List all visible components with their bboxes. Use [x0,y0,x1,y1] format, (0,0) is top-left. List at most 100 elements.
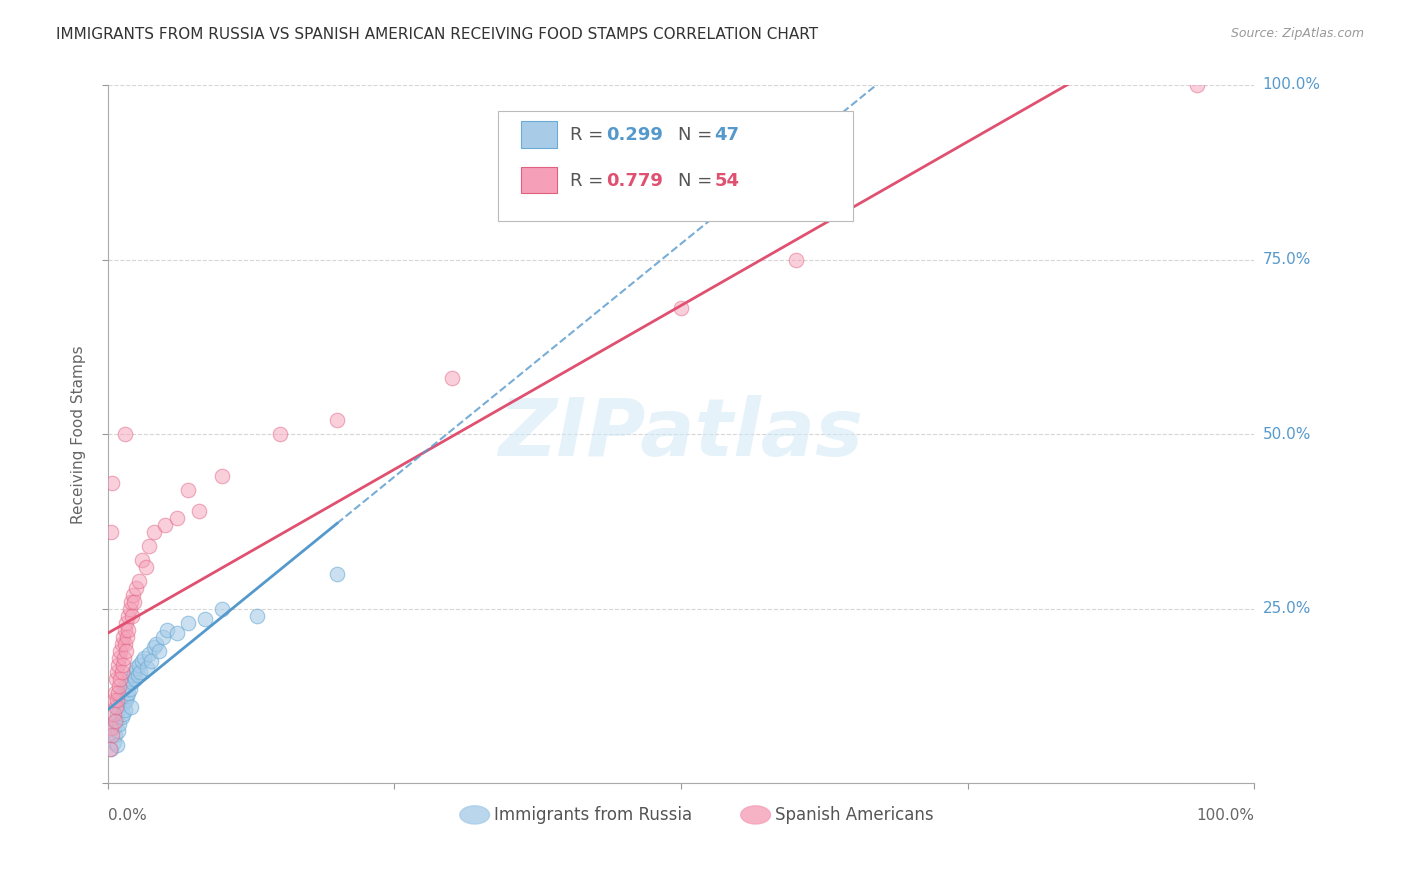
Point [177,483,200,497]
Point [104,714,127,728]
Point [152,630,174,644]
Point [101,476,124,491]
Point [117,608,139,623]
Point [103,692,125,706]
Point [669,301,692,316]
Text: 100.0%: 100.0% [1263,78,1320,93]
Point [148,644,170,658]
Point [138,539,160,553]
Point [125,661,148,675]
Point [125,581,148,595]
Point [117,689,139,703]
Point [120,672,142,686]
Text: 0.299: 0.299 [606,126,664,144]
Text: 50.0%: 50.0% [1263,426,1310,442]
Point [211,469,233,483]
Point [121,608,143,623]
Point [128,665,150,679]
Text: 25.0%: 25.0% [1263,601,1310,616]
Point [134,650,156,665]
Point [111,657,134,672]
Text: Source: ZipAtlas.com: Source: ZipAtlas.com [1230,27,1364,40]
Point [142,640,165,655]
Text: 47: 47 [714,126,740,144]
Point [121,675,143,690]
Point [103,734,125,748]
Point [108,679,131,693]
Point [127,668,149,682]
Text: 0.779: 0.779 [606,171,664,190]
Point [115,692,138,706]
Point [124,672,146,686]
Point [326,566,349,581]
Point [153,518,176,533]
Point [114,637,136,651]
Point [114,679,136,693]
Point [110,665,132,679]
Point [110,710,132,724]
Point [122,665,145,679]
Text: R =: R = [569,126,609,144]
Point [135,661,157,675]
Point [114,703,136,717]
Point [100,524,122,539]
Point [131,553,153,567]
Point [211,602,233,616]
Point [107,724,129,739]
Point [120,595,142,609]
Point [1185,78,1208,92]
Point [103,706,125,721]
Point [108,650,131,665]
Point [156,623,179,637]
Point [785,252,807,267]
Point [166,626,188,640]
Point [188,504,211,518]
Point [105,738,128,752]
Point [111,706,134,721]
Text: N =: N = [678,126,717,144]
Point [104,672,127,686]
Point [122,588,145,602]
Text: IMMIGRANTS FROM RUSSIA VS SPANISH AMERICAN RECEIVING FOOD STAMPS CORRELATION CHA: IMMIGRANTS FROM RUSSIA VS SPANISH AMERIC… [56,27,818,42]
Point [142,524,165,539]
FancyBboxPatch shape [498,111,853,221]
Text: 100.0%: 100.0% [1197,808,1254,823]
Text: Spanish Americans: Spanish Americans [775,805,934,824]
Text: Immigrants from Russia: Immigrants from Russia [494,805,692,824]
Point [117,686,139,700]
Point [114,623,136,637]
Point [194,612,217,626]
Point [118,682,141,697]
Bar [520,121,557,148]
Text: 54: 54 [714,171,740,190]
Point [145,637,167,651]
Point [105,665,128,679]
Point [117,623,139,637]
Text: R =: R = [569,171,609,190]
Point [128,574,150,588]
Point [138,647,160,661]
Point [104,728,127,742]
Text: ZIPatlas: ZIPatlas [499,395,863,474]
Y-axis label: Receiving Food Stamps: Receiving Food Stamps [72,345,86,524]
Point [440,371,463,385]
Point [107,657,129,672]
Point [115,615,138,630]
Point [104,714,127,728]
Point [100,721,122,735]
Text: 0.0%: 0.0% [108,808,146,823]
Point [131,654,153,668]
Point [141,654,163,668]
Point [118,602,141,616]
Point [114,427,136,442]
Point [110,692,132,706]
Point [110,672,132,686]
Circle shape [460,805,489,824]
Point [122,595,145,609]
Point [107,686,129,700]
Bar [520,167,557,194]
Point [115,644,138,658]
Point [104,699,127,714]
Point [135,560,157,574]
Point [120,699,142,714]
